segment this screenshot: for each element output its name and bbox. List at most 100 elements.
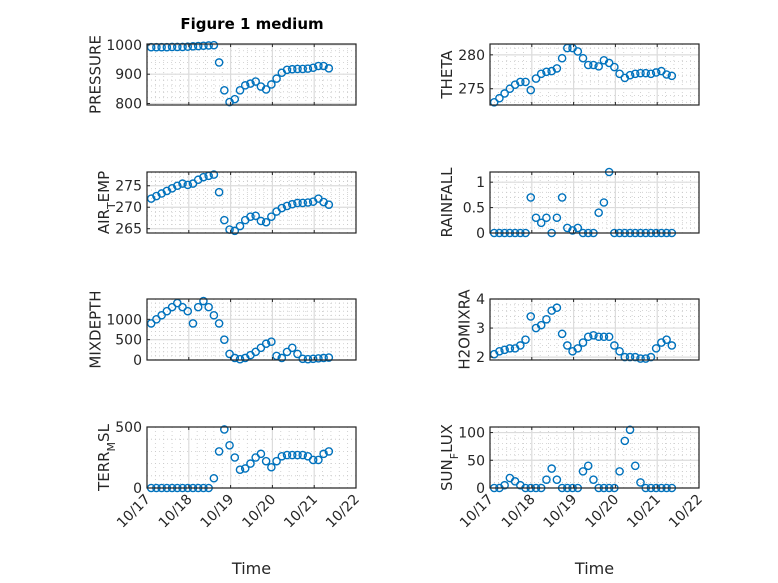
data-point <box>500 345 509 355</box>
data-point <box>578 338 588 347</box>
data-point <box>230 353 240 363</box>
data-point <box>282 450 292 460</box>
data-point <box>308 63 318 73</box>
data-point <box>246 459 255 468</box>
y-label-subscript: M <box>105 442 118 452</box>
data-point <box>235 221 245 231</box>
data-point <box>225 349 234 359</box>
data-point <box>188 319 198 328</box>
data-point <box>261 339 271 349</box>
data-point <box>662 70 671 79</box>
data-point <box>542 315 551 324</box>
data-point <box>610 62 619 72</box>
data-point <box>183 42 193 51</box>
data-point <box>568 226 577 235</box>
data-point <box>256 449 266 459</box>
data-point <box>214 187 224 197</box>
data-point <box>235 86 245 95</box>
data-point <box>293 450 302 460</box>
data-point <box>625 70 635 80</box>
data-point <box>214 447 224 456</box>
x-tick-label: 10/22 <box>666 492 706 532</box>
data-point <box>157 310 166 320</box>
data-point <box>209 473 219 483</box>
y-axis-label: TERRMSL <box>95 423 118 492</box>
y-label-main: AIR <box>95 209 113 234</box>
plot-area <box>490 427 699 488</box>
data-point <box>578 467 588 476</box>
data-point <box>526 85 536 95</box>
data-point <box>521 335 530 344</box>
data-point <box>303 198 313 207</box>
axes-box <box>146 171 357 234</box>
data-point <box>199 172 208 182</box>
y-tick-label: 0 <box>133 353 142 369</box>
y-label-main: MIXDEPTH <box>87 290 105 368</box>
data-point <box>246 212 255 221</box>
data-point <box>516 341 525 350</box>
data-point <box>500 480 509 490</box>
data-point <box>536 218 546 228</box>
data-point <box>214 319 224 328</box>
data-point <box>230 94 240 104</box>
y-tick-label: 0 <box>476 226 485 242</box>
data-point <box>610 341 619 350</box>
data-point <box>552 475 562 484</box>
axes-box <box>146 426 357 489</box>
data-point <box>573 344 583 353</box>
data-point <box>167 302 177 312</box>
data-point <box>193 41 203 51</box>
data-point <box>651 68 661 77</box>
data-point <box>615 69 624 79</box>
x-tick-label: 10/21 <box>281 492 321 532</box>
data-point <box>178 179 187 188</box>
data-point <box>199 41 208 51</box>
data-point <box>636 68 645 78</box>
data-point <box>547 464 556 473</box>
data-point <box>246 79 255 88</box>
data-point <box>230 226 240 236</box>
data-point <box>173 42 182 52</box>
y-label-main: RAINFALL <box>438 167 456 238</box>
x-tick-label: 10/19 <box>541 492 581 532</box>
data-point <box>557 53 567 63</box>
data-point <box>667 341 677 350</box>
data-point <box>287 64 297 74</box>
y-tick-label: 275 <box>458 82 485 98</box>
y-tick-label: 500 <box>115 333 142 349</box>
y-tick-label: 280 <box>458 48 485 64</box>
x-tick-label: 10/17 <box>114 492 154 532</box>
data-point <box>251 211 260 221</box>
y-tick-label: 0.5 <box>463 201 485 217</box>
data-point <box>636 354 645 363</box>
data-point <box>251 77 260 86</box>
axes-box <box>489 426 700 489</box>
data-point <box>324 64 334 73</box>
data-point <box>594 208 603 217</box>
data-point <box>536 69 546 79</box>
data-point <box>240 81 250 90</box>
data-point <box>599 332 609 342</box>
x-axis-label: Time <box>231 559 271 578</box>
data-point <box>193 302 203 312</box>
y-tick-label: 0 <box>133 481 142 497</box>
y-label-main: H2OMIXRA <box>455 289 473 370</box>
y-tick-label: 500 <box>115 420 142 436</box>
x-tick-label: 10/20 <box>239 492 279 532</box>
data-point <box>641 68 651 78</box>
data-point <box>583 60 593 70</box>
data-point <box>505 344 515 353</box>
data-point <box>183 306 193 316</box>
data-point <box>604 332 614 342</box>
y-label-rest: SL <box>95 423 113 442</box>
data-point <box>167 42 177 52</box>
data-point <box>594 62 603 71</box>
data-point <box>261 456 271 466</box>
data-point <box>500 89 509 98</box>
y-label-subscript: F <box>448 453 461 459</box>
plot-area <box>147 172 356 233</box>
data-point <box>557 193 567 202</box>
data-point <box>620 352 630 362</box>
